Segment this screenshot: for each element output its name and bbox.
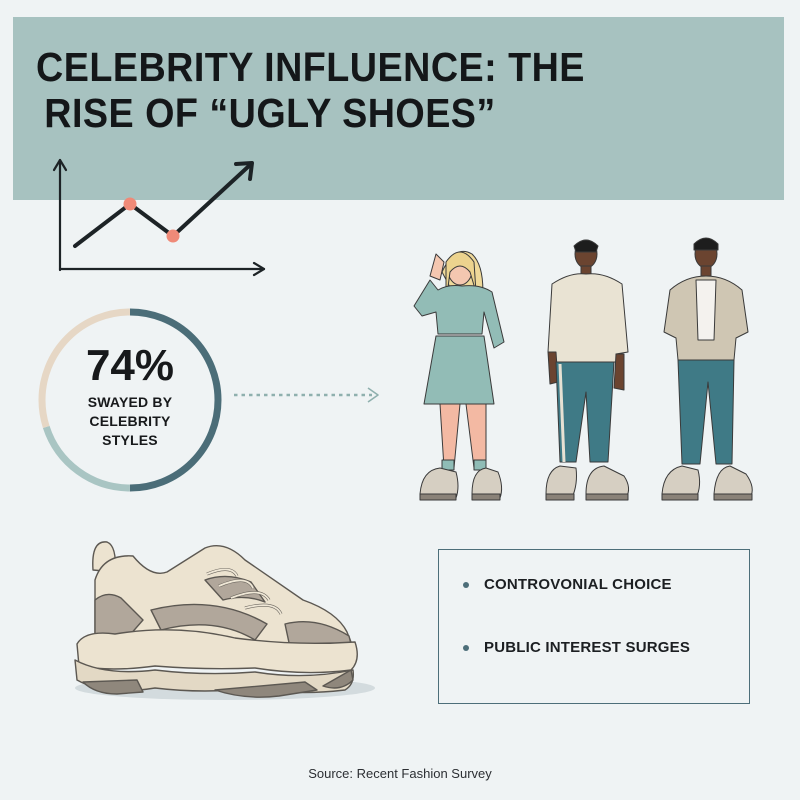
figure-woman xyxy=(413,250,505,501)
bullet-dot-icon xyxy=(463,644,469,651)
key-point-item: PUBLIC INTEREST SURGES xyxy=(463,639,690,656)
stat-value: 74% xyxy=(85,340,175,390)
header-band xyxy=(13,17,784,200)
trend-marker-peak xyxy=(123,197,137,211)
stat-label-line: STYLES xyxy=(102,431,158,448)
stat-text: 74% SWAYED BY CELEBRITY STYLES xyxy=(38,308,222,492)
rising-trend-chart-icon xyxy=(52,158,266,277)
celebrity-figures-illustration xyxy=(413,237,753,501)
key-point-label: PUBLIC INTEREST SURGES xyxy=(484,639,691,656)
title-line-2: RISE OF “UGLY SHOES” xyxy=(44,90,496,136)
stat-donut-ring xyxy=(38,308,222,492)
trend-marker-dip xyxy=(166,229,180,243)
figure-man-jacket xyxy=(661,237,753,501)
stat-label-line: CELEBRITY xyxy=(89,412,171,429)
dotted-arrow-right-icon xyxy=(234,387,379,403)
key-point-label: CONTROVONIAL CHOICE xyxy=(484,576,672,593)
title-line-1: CELEBRITY INFLUENCE: THE xyxy=(36,44,585,90)
page-title: CELEBRITY INFLUENCE: THE RISE OF “UGLY S… xyxy=(36,44,585,136)
key-points-box: CONTROVONIAL CHOICE PUBLIC INTEREST SURG… xyxy=(438,549,750,704)
stat-label: SWAYED BY CELEBRITY STYLES xyxy=(88,393,173,450)
source-caption: Source: Recent Fashion Survey xyxy=(308,766,492,781)
key-point-item: CONTROVONIAL CHOICE xyxy=(463,576,672,593)
chunky-sneaker-illustration xyxy=(74,541,375,700)
stat-label-line: SWAYED BY xyxy=(87,393,173,410)
figure-man-sweater xyxy=(545,239,630,501)
bullet-dot-icon xyxy=(463,581,469,588)
